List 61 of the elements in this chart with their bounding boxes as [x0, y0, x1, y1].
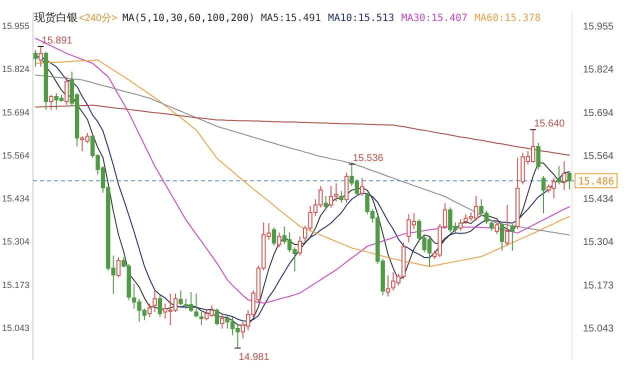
candlestick	[510, 224, 515, 252]
y-tick-label: 15.824	[2, 64, 30, 74]
annotation: 15.640	[534, 118, 566, 130]
y-tick-label: 15.173	[2, 280, 30, 290]
candlestick	[500, 222, 504, 252]
chart-subtitle: <240分>	[79, 12, 118, 24]
y-tick-label: 15.564	[2, 150, 30, 160]
y2-tick-label: 15.434	[583, 194, 614, 205]
candlestick	[220, 313, 224, 330]
y2-tick-label: 15.824	[583, 64, 614, 76]
candlestick	[152, 290, 157, 312]
candlestick	[64, 76, 69, 106]
text: MA10:15.513	[328, 13, 394, 24]
text: MA5:15.491	[260, 13, 322, 24]
candlestick	[199, 311, 204, 326]
y-tick-label: 15.304	[2, 236, 30, 247]
candlestick	[541, 176, 546, 214]
candlestick	[272, 226, 276, 246]
candlestick	[33, 50, 38, 68]
candlestick	[562, 160, 566, 190]
chart-title: 现货白银	[34, 12, 78, 24]
y2-tick-label: 15.694	[583, 108, 614, 119]
candlestick	[344, 172, 349, 204]
candlestick	[49, 94, 54, 110]
candlestick	[324, 195, 328, 210]
y-tick-label: 15.043	[2, 323, 30, 334]
candlestick	[556, 166, 562, 185]
candlestick	[38, 46, 43, 68]
y-tick-label: 15.955	[2, 20, 30, 31]
candlestick	[298, 236, 302, 256]
candlestick	[148, 303, 152, 318]
y2-tick-label: 15.955	[583, 21, 614, 32]
candlestick	[116, 256, 121, 278]
candlestick	[158, 294, 162, 318]
y2-tick-label: 15.173	[583, 280, 614, 292]
candlestick	[277, 232, 282, 248]
candlestick	[567, 170, 572, 190]
candlestick	[386, 274, 390, 297]
y2-tick-label: 15.304	[583, 237, 614, 248]
y2-tick-label: 15.564	[583, 150, 614, 162]
legend-title: MA(5,10,30,60,100,200)	[122, 13, 255, 24]
candlestick	[458, 218, 463, 232]
annotation: 15.891	[42, 35, 73, 46]
candlestick	[505, 204, 510, 246]
annotation: 15.536	[352, 153, 384, 164]
annotation: 14.981	[238, 352, 270, 364]
candlestick	[214, 308, 220, 326]
text: MA60:15.378	[474, 13, 541, 24]
y2-tick-label: 15.043	[583, 324, 614, 335]
ref-line-label: 15.486	[578, 176, 614, 188]
line-series	[35, 60, 570, 268]
candlestick	[339, 190, 344, 204]
text: MA30:15.407	[401, 13, 468, 24]
candlestick	[494, 222, 499, 235]
y-tick-label: 15.434	[2, 193, 30, 204]
candlestick	[490, 220, 494, 232]
candlestick	[360, 178, 364, 196]
candlestick	[536, 142, 540, 170]
candlestick	[178, 290, 183, 306]
y-tick-label: 15.694	[2, 107, 30, 118]
candlestick	[194, 293, 198, 318]
